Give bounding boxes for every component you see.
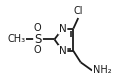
Text: CH₃: CH₃ <box>7 34 25 44</box>
Text: O: O <box>33 45 41 55</box>
Text: O: O <box>33 23 41 33</box>
Text: N: N <box>59 24 66 34</box>
Text: S: S <box>34 33 42 46</box>
Text: NH₂: NH₂ <box>93 65 111 75</box>
Text: Cl: Cl <box>73 6 83 16</box>
Text: N: N <box>59 46 66 56</box>
